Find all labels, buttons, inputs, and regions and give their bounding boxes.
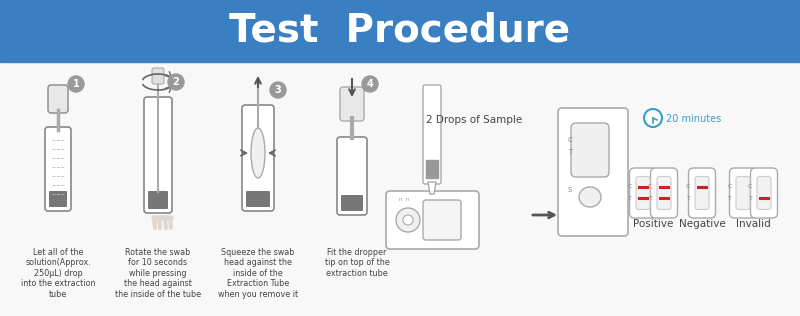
FancyBboxPatch shape xyxy=(558,108,628,236)
Text: T: T xyxy=(568,149,572,155)
FancyBboxPatch shape xyxy=(48,85,68,113)
Text: 20 minutes: 20 minutes xyxy=(666,114,722,124)
FancyBboxPatch shape xyxy=(340,87,364,121)
Circle shape xyxy=(168,74,184,90)
Text: Fit the dropper
tip on top of the
extraction tube: Fit the dropper tip on top of the extrac… xyxy=(325,248,390,278)
FancyBboxPatch shape xyxy=(337,137,367,215)
Text: Negative: Negative xyxy=(678,219,726,229)
Text: 3: 3 xyxy=(274,85,282,95)
Text: T: T xyxy=(749,196,753,200)
Circle shape xyxy=(644,109,662,127)
Text: C: C xyxy=(727,185,731,190)
Circle shape xyxy=(362,76,378,92)
FancyBboxPatch shape xyxy=(730,168,757,218)
Bar xyxy=(0,0,800,62)
FancyBboxPatch shape xyxy=(630,168,657,218)
Text: T: T xyxy=(728,196,731,200)
FancyBboxPatch shape xyxy=(636,177,650,210)
FancyBboxPatch shape xyxy=(736,177,750,210)
Text: Let all of the
solution(Approx.
250μL) drop
into the extraction
tube: Let all of the solution(Approx. 250μL) d… xyxy=(21,248,95,299)
FancyBboxPatch shape xyxy=(657,177,671,210)
Circle shape xyxy=(68,76,84,92)
FancyBboxPatch shape xyxy=(341,195,363,211)
Text: 2 Drops of Sample: 2 Drops of Sample xyxy=(426,115,522,125)
Text: T: T xyxy=(686,196,690,200)
Polygon shape xyxy=(428,182,436,194)
FancyBboxPatch shape xyxy=(757,177,771,210)
Text: Rotate the swab
for 10 seconds
while pressing
the head against
the inside of the: Rotate the swab for 10 seconds while pre… xyxy=(115,248,201,299)
Circle shape xyxy=(396,208,420,232)
Text: C: C xyxy=(648,185,653,190)
Text: 4: 4 xyxy=(366,79,374,89)
Bar xyxy=(426,160,438,178)
Text: Squeeze the swab
head against the
inside of the
Extraction Tube
when you remove : Squeeze the swab head against the inside… xyxy=(218,248,298,299)
FancyBboxPatch shape xyxy=(152,68,164,84)
Text: C: C xyxy=(568,137,572,143)
Text: C: C xyxy=(627,185,631,190)
FancyBboxPatch shape xyxy=(49,191,67,207)
Text: Invalid: Invalid xyxy=(736,219,771,229)
Text: 1: 1 xyxy=(73,79,79,89)
Circle shape xyxy=(403,215,413,225)
Text: T: T xyxy=(649,196,653,200)
FancyBboxPatch shape xyxy=(571,123,609,177)
Text: S: S xyxy=(568,187,572,193)
FancyBboxPatch shape xyxy=(650,168,678,218)
FancyBboxPatch shape xyxy=(689,168,715,218)
Text: C: C xyxy=(748,185,753,190)
Text: T: T xyxy=(628,196,631,200)
Text: n  n: n n xyxy=(398,197,410,202)
Text: Positive: Positive xyxy=(634,219,674,229)
Ellipse shape xyxy=(251,128,265,178)
FancyBboxPatch shape xyxy=(45,127,71,211)
Ellipse shape xyxy=(579,187,601,207)
FancyBboxPatch shape xyxy=(148,191,168,209)
FancyBboxPatch shape xyxy=(144,97,172,213)
FancyBboxPatch shape xyxy=(750,168,778,218)
FancyBboxPatch shape xyxy=(246,191,270,207)
FancyBboxPatch shape xyxy=(242,105,274,211)
FancyBboxPatch shape xyxy=(423,85,441,184)
Text: 2: 2 xyxy=(173,77,179,87)
FancyBboxPatch shape xyxy=(386,191,479,249)
FancyBboxPatch shape xyxy=(423,200,461,240)
FancyBboxPatch shape xyxy=(695,177,709,210)
Text: Test  Procedure: Test Procedure xyxy=(230,12,570,50)
Circle shape xyxy=(270,82,286,98)
Text: C: C xyxy=(686,185,690,190)
